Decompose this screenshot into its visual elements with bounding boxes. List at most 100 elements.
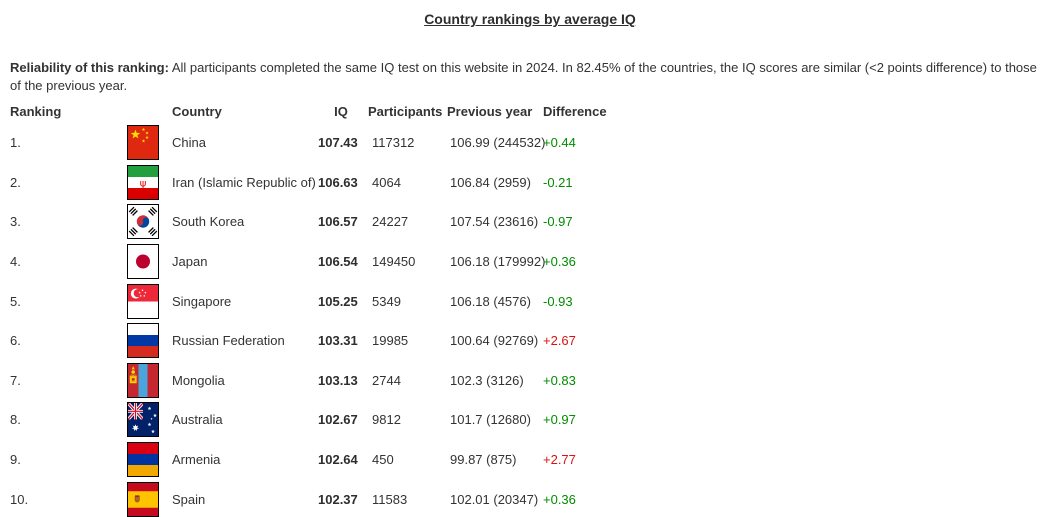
difference-value: -0.93 <box>543 293 573 309</box>
rank-cell: 6. <box>10 333 21 349</box>
table-row: 9. Armenia 102.64 450 99.87 (875) +2.77 <box>10 440 620 480</box>
country-name: Mongolia <box>172 372 225 388</box>
es-flag-icon <box>127 481 159 517</box>
intro-text: All participants completed the same IQ t… <box>10 60 1037 93</box>
iq-value: 102.64 <box>318 452 358 468</box>
rank-cell: 1. <box>10 135 21 151</box>
participants-value: 149450 <box>372 254 416 270</box>
ir-flag-icon: ψ <box>127 164 159 200</box>
rank-cell: 9. <box>10 452 21 468</box>
header-previous-year: Previous year <box>447 104 533 119</box>
header-country: Country <box>172 104 222 119</box>
iq-value: 106.63 <box>318 174 358 190</box>
sg-flag-icon <box>127 283 159 319</box>
header-iq: IQ <box>334 104 348 119</box>
difference-value: +0.44 <box>543 135 576 151</box>
participants-value: 4064 <box>372 174 401 190</box>
difference-value: -0.97 <box>543 214 573 230</box>
country-flag-cell: ψ <box>127 164 172 200</box>
previous-year-value: 102.01 (20347) <box>450 491 539 507</box>
rank-cell: 10. <box>10 491 29 507</box>
country-flag-cell <box>127 481 172 517</box>
country-flag-cell <box>127 204 172 240</box>
table-row: 7. Mongolia 103.13 2744 102.3 (3126) +0.83 <box>10 361 620 401</box>
country-flag-cell <box>127 442 172 478</box>
previous-year-value: 107.54 (23616) <box>450 214 539 230</box>
country-name: Japan <box>172 254 208 270</box>
participants-value: 11583 <box>372 491 408 507</box>
header-participants: Participants <box>368 104 443 119</box>
previous-year-value: 106.18 (179992) <box>450 254 546 270</box>
am-flag-icon <box>127 442 159 478</box>
country-flag-cell <box>127 362 172 398</box>
page-title: Country rankings by average IQ <box>424 11 636 27</box>
iq-value: 106.54 <box>318 254 358 270</box>
previous-year-value: 106.84 (2959) <box>450 174 531 190</box>
iq-value: 103.31 <box>318 333 358 349</box>
table-row: 3. South Korea 106.57 24227 107.54 (23616) -… <box>10 202 620 242</box>
participants-value: 24227 <box>372 214 409 230</box>
previous-year-value: 101.7 (12680) <box>450 412 531 428</box>
previous-year-value: 102.3 (3126) <box>450 372 524 388</box>
header-ranking: Ranking <box>10 104 62 119</box>
country-flag-cell <box>127 323 172 359</box>
rank-cell: 3. <box>10 214 21 230</box>
rank-cell: 7. <box>10 372 21 388</box>
difference-value: +2.67 <box>543 333 576 349</box>
rank-cell: 2. <box>10 174 21 190</box>
rank-cell: 4. <box>10 254 21 270</box>
difference-value: -0.21 <box>543 174 573 190</box>
country-name: Armenia <box>172 452 221 468</box>
difference-value: +0.36 <box>543 254 576 270</box>
difference-value: +0.83 <box>543 372 576 388</box>
country-name: Iran (Islamic Republic of) <box>172 174 316 190</box>
participants-value: 5349 <box>372 293 401 309</box>
mn-flag-icon <box>127 362 159 398</box>
cn-flag-icon <box>127 125 159 161</box>
iq-value: 107.43 <box>318 135 358 151</box>
country-flag-cell <box>127 244 172 280</box>
previous-year-value: 100.64 (92769) <box>450 333 539 349</box>
difference-value: +0.36 <box>543 491 576 507</box>
country-name: Russian Federation <box>172 333 285 349</box>
svg-text:ψ: ψ <box>140 178 147 189</box>
rank-cell: 8. <box>10 412 21 428</box>
iq-value: 102.37 <box>318 491 358 507</box>
table-row: 4. Japan 106.54 149450 106.18 (179992) +0.36 <box>10 242 620 282</box>
table-header-row: Ranking Country IQ Participants Previous… <box>10 104 620 123</box>
previous-year-value: 106.18 (4576) <box>450 293 531 309</box>
jp-flag-icon <box>127 244 159 280</box>
country-flag-cell <box>127 402 172 438</box>
header-difference: Difference <box>543 104 607 119</box>
table-body: 1. China 107.43 117312 106.99 (244532) +0.44… <box>10 123 620 517</box>
rank-cell: 5. <box>10 293 21 309</box>
table-row: 2. ψ Iran (Islamic Republic of) 106.63 4064… <box>10 163 620 203</box>
table-row: 5. Singapore 105.25 5349 106.18 (4576) -0.93 <box>10 281 620 321</box>
country-name: Spain <box>172 491 206 507</box>
table-row: 1. China 107.43 117312 106.99 (244532) +0.44 <box>10 123 620 163</box>
country-flag-cell <box>127 125 172 161</box>
participants-value: 9812 <box>372 412 401 428</box>
table-row: 10. Spain 102.37 11583 102.01 (20347) +0.36 <box>10 479 620 517</box>
table-row: 8. Australia 102.67 9812 101.7 (12680) +0.97 <box>10 400 620 440</box>
intro-paragraph: Reliability of this ranking: All partici… <box>10 59 1048 95</box>
rankings-table: Ranking Country IQ Participants Previous… <box>10 104 620 517</box>
intro-label: Reliability of this ranking: <box>10 60 169 75</box>
difference-value: +0.97 <box>543 412 576 428</box>
participants-value: 2744 <box>372 372 401 388</box>
participants-value: 19985 <box>372 333 409 349</box>
iq-value: 105.25 <box>318 293 358 309</box>
ru-flag-icon <box>127 323 159 359</box>
au-flag-icon <box>127 402 159 438</box>
participants-value: 450 <box>372 452 394 468</box>
country-name: Singapore <box>172 293 232 309</box>
difference-value: +2.77 <box>543 452 576 468</box>
iq-value: 102.67 <box>318 412 358 428</box>
country-name: China <box>172 135 206 151</box>
iq-value: 106.57 <box>318 214 358 230</box>
kr-flag-icon <box>127 204 159 240</box>
previous-year-value: 106.99 (244532) <box>450 135 546 151</box>
country-flag-cell <box>127 283 172 319</box>
country-name: South Korea <box>172 214 245 230</box>
participants-value: 117312 <box>372 135 415 151</box>
